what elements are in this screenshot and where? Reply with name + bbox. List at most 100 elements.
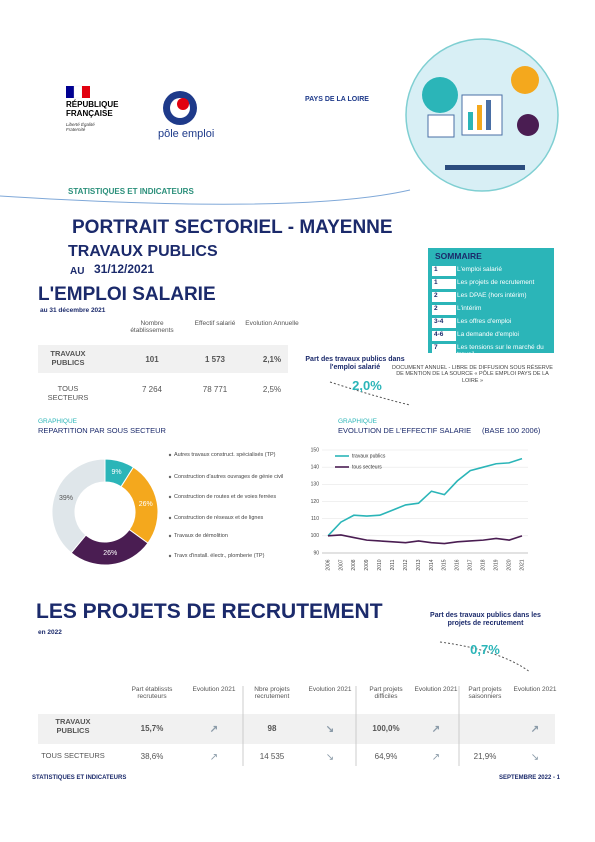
x-tick-label: 2006 [325,559,331,570]
date: 31/12/2021 [94,262,155,276]
column-header: Part projets saisonniers [468,686,502,701]
motto: Liberté Égalité Fraternité [66,122,95,133]
row-label: TRAVAUX PUBLICS [55,717,91,735]
table-cell: ↗ [209,752,219,763]
republique: RÉPUBLIQUE FRANÇAISE [66,100,119,119]
kicker: STATISTIQUES ET INDICATEURS [68,187,194,196]
share-arc [439,641,531,673]
sommaire-num: 2 [432,292,456,302]
table-cell: ↗ [431,724,441,735]
sommaire-label: Les DPAE (hors intérim) [457,292,527,299]
chart-kicker: GRAPHIQUE [38,418,78,425]
legend-label: tous secteurs [352,464,382,470]
column-header: Effectif salarié [194,320,236,327]
share-label: Part des travaux publics dans les projet… [430,612,541,628]
table-cell: 2,5% [262,385,282,394]
table-cell: 14 535 [259,752,285,761]
legend-swatch [168,495,172,499]
column-header: Evolution 2021 [414,686,458,693]
legend-swatch [168,453,172,457]
table-cell: 64,9% [374,752,398,761]
y-tick-label: 110 [311,516,319,522]
x-tick-label: 2013 [416,559,422,570]
pole-emploi: pôle emploi [158,128,215,140]
column-header: Nombre établissements [130,320,174,335]
column-header: Evolution 2021 [308,686,352,693]
share-value: 0,7% [470,642,500,657]
column-header: Evolution 2021 [192,686,236,693]
au: AU [70,266,85,277]
table-cell: 7 264 [141,385,163,394]
row-label: TOUS SECTEURS [47,384,89,402]
column-header: Part établissts recruteurs [131,686,173,701]
share-label: Part des travaux publics dans l'emploi s… [305,356,405,372]
table-cell: 38,6% [140,752,164,761]
header-curve [0,189,411,205]
x-tick-label: 2010 [377,559,383,570]
row-band [38,714,555,744]
legend-swatch [168,554,172,558]
legend-label: Construction de routes et de voies ferré… [174,494,277,500]
y-tick-label: 100 [311,533,320,539]
series-line [327,457,523,537]
pie-slice [51,458,106,554]
sommaire-num: 1 [432,266,456,276]
x-tick-label: 2008 [351,559,357,570]
row-band [38,345,288,373]
sommaire-num: 4-6 [432,331,456,341]
sommaire-label: L'emploi salarié [457,266,502,273]
y-tick-label: 130 [311,482,320,488]
column-dividers [242,686,460,766]
column-header: Nbre projets recrutement [254,686,290,701]
value-label: 26% [139,501,153,508]
y-tick-label: 120 [311,499,320,505]
x-tick-label: 2018 [481,559,487,570]
table-cell: 100,0% [372,724,400,733]
share-arc [329,381,411,406]
legend-label: Travx d'install. électr., plomberie (TP) [174,553,265,559]
chart-title: REPARTITION PAR SOUS SECTEUR [38,426,166,435]
chart-kicker: GRAPHIQUE [338,418,378,425]
table-cell: ↘ [325,724,335,735]
x-tick-label: 2009 [364,559,370,570]
section-subtitle: au 31 décembre 2021 [40,307,106,314]
legend-label: travaux publics [352,453,386,459]
footer-left: STATISTIQUES ET INDICATEURS [32,775,127,781]
legend-label: Construction d'autres ouvrages de génie … [174,474,284,480]
y-tick-label: 140 [311,464,320,470]
sommaire-title: SOMMAIRE [435,251,482,261]
row-label: TOUS SECTEURS [41,751,105,760]
x-tick-label: 2019 [493,559,499,570]
legend-swatch [168,534,172,538]
series-line [327,534,523,545]
x-tick-label: 2011 [390,559,396,570]
legend-label: Travaux de démolition [174,533,228,539]
x-tick-label: 2007 [338,559,344,570]
section-title: LES PROJETS DE RECRUTEMENT [36,600,383,623]
table-cell: ↗ [431,752,441,763]
x-tick-label: 2020 [506,559,512,570]
value-label: 9% [112,469,122,476]
disclaimer: DOCUMENT ANNUEL - LIBRE DE DIFFUSION SOU… [392,365,553,384]
x-tick-label: 2016 [455,559,461,570]
share-value: 2,0% [352,378,382,393]
table-cell: 15,7% [140,724,164,733]
y-tick-label: 90 [313,550,319,556]
legend-swatch [168,516,172,520]
value-label: 26% [103,550,117,557]
section-title: L'EMPLOI SALARIE [38,284,216,305]
table-cell: 98 [267,724,277,733]
sommaire-label: Les projets de recrutement [457,279,535,286]
table-cell: ↘ [530,752,540,763]
title: PORTRAIT SECTORIEL - MAYENNE [72,217,393,238]
table-cell: 78 771 [202,385,228,394]
x-tick-label: 2012 [403,559,409,570]
chart-title: EVOLUTION DE L'EFFECTIF SALARIE [338,426,472,435]
illustration [405,38,559,192]
sommaire-num: 7 [432,344,456,354]
column-header: Evolution 2021 [513,686,557,693]
table-cell: 2,1% [262,355,282,364]
sommaire-num: 1 [432,279,456,289]
